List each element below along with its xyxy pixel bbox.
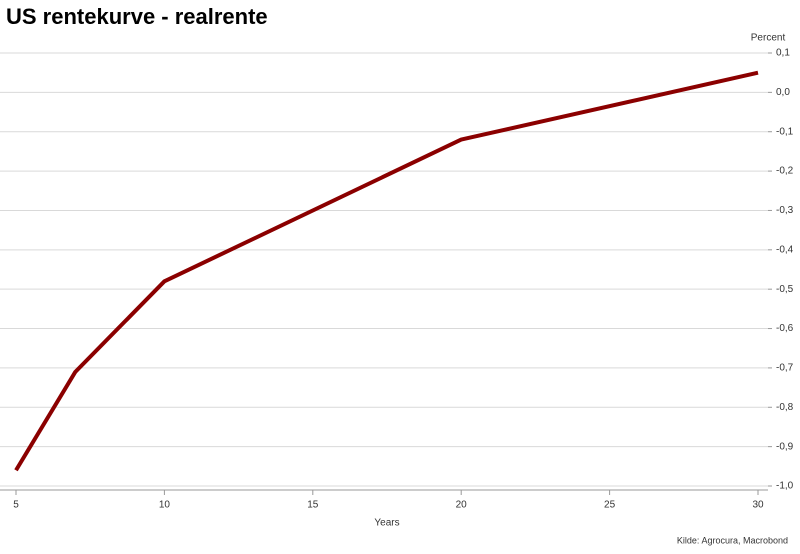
chart-title: US rentekurve - realrente xyxy=(6,4,268,29)
x-axis-label: Years xyxy=(374,518,399,529)
x-tick-label: 25 xyxy=(604,500,616,511)
x-tick-label: 5 xyxy=(13,500,19,511)
y-tick-label: 0,0 xyxy=(776,87,790,98)
y-tick-label: -0,6 xyxy=(776,323,794,334)
y-tick-label: -0,1 xyxy=(776,126,794,137)
y-tick-label: -0,9 xyxy=(776,441,794,452)
y-axis-label: Percent xyxy=(751,33,786,44)
y-tick-label: -0,8 xyxy=(776,402,794,413)
y-tick-label: 0,1 xyxy=(776,48,790,59)
x-tick-label: 10 xyxy=(159,500,171,511)
source-note: Kilde: Agrocura, Macrobond xyxy=(677,535,788,545)
y-tick-label: -0,2 xyxy=(776,166,794,177)
x-tick-label: 30 xyxy=(752,500,764,511)
x-tick-label: 15 xyxy=(307,500,319,511)
y-tick-label: -1,0 xyxy=(776,481,794,492)
y-tick-label: -0,5 xyxy=(776,284,794,295)
y-tick-label: -0,3 xyxy=(776,205,794,216)
y-tick-label: -0,4 xyxy=(776,244,794,255)
x-tick-label: 20 xyxy=(456,500,468,511)
data-line xyxy=(14,70,759,472)
y-tick-label: -0,7 xyxy=(776,363,794,374)
